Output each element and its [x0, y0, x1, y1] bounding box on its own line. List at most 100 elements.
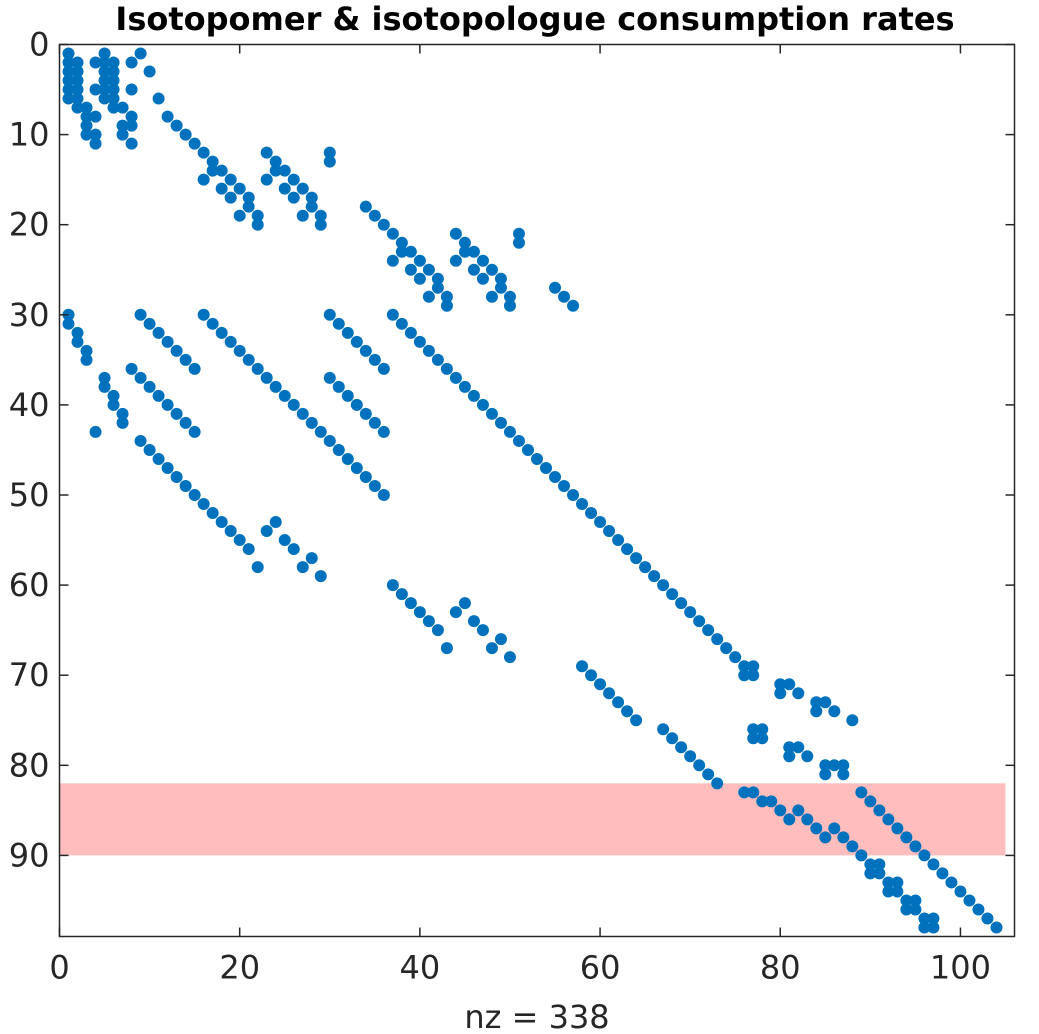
data-point [756, 795, 769, 808]
data-point [359, 200, 372, 213]
data-point [188, 362, 201, 375]
data-point [963, 894, 976, 907]
data-point [521, 443, 534, 456]
data-point [458, 597, 471, 610]
data-point [260, 173, 273, 186]
data-point [197, 146, 210, 159]
data-point [882, 813, 895, 826]
data-point [305, 191, 318, 204]
data-point [648, 570, 661, 583]
data-point [531, 452, 543, 465]
data-point [774, 678, 787, 691]
data-point [413, 335, 426, 348]
data-point [494, 281, 507, 294]
data-point [80, 101, 93, 114]
data-point [62, 74, 75, 87]
data-point [440, 290, 453, 303]
data-point [161, 335, 174, 348]
data-point [287, 173, 300, 186]
data-point [404, 597, 417, 610]
data-point [837, 759, 850, 772]
data-point [585, 669, 598, 682]
data-point [350, 461, 363, 474]
data-point [350, 335, 363, 348]
data-point [107, 74, 120, 87]
data-point [179, 353, 192, 366]
data-point [206, 164, 219, 177]
data-point [71, 335, 84, 348]
data-point [558, 290, 571, 303]
data-point [684, 606, 697, 619]
data-point [864, 858, 877, 871]
data-point [837, 768, 850, 781]
data-point [251, 362, 264, 375]
data-point [449, 606, 462, 619]
data-point [143, 380, 156, 393]
data-point [738, 660, 751, 673]
data-point [476, 624, 489, 637]
data-point [116, 101, 129, 114]
data-point [314, 209, 327, 222]
data-point [503, 425, 516, 438]
data-point [467, 389, 480, 402]
data-point [107, 101, 120, 114]
data-point [170, 119, 183, 132]
data-point [116, 407, 129, 420]
data-point [837, 831, 850, 844]
data-point [738, 669, 751, 682]
x-tick-label: 20 [219, 949, 260, 987]
data-point [440, 642, 453, 655]
data-point [170, 407, 183, 420]
data-point [693, 759, 706, 772]
data-point [323, 308, 336, 321]
data-point [80, 110, 93, 123]
axis-ticks: 0 20 40 60 80 100 0 10 20 30 40 50 60 70 80 90 [9, 26, 1015, 987]
data-point [242, 191, 255, 204]
data-point [125, 83, 138, 96]
data-point [359, 407, 372, 420]
data-point [882, 876, 895, 889]
data-point [720, 642, 733, 655]
data-point [972, 903, 985, 916]
data-point [576, 498, 589, 511]
data-point [927, 921, 940, 934]
data-point [377, 425, 390, 438]
data-point [783, 813, 796, 826]
data-point [305, 552, 318, 565]
data-point [585, 507, 598, 520]
data-point [395, 317, 408, 330]
data-point [449, 254, 462, 267]
data-point [909, 894, 922, 907]
data-point [188, 425, 201, 438]
data-point [170, 344, 183, 357]
data-point [107, 398, 120, 411]
x-tick-label: 100 [930, 949, 991, 987]
data-point [125, 110, 138, 123]
data-point [152, 389, 165, 402]
data-point [621, 543, 634, 556]
data-point [98, 56, 111, 69]
data-point [918, 912, 931, 925]
data-point [711, 633, 724, 646]
data-point [918, 921, 931, 934]
data-point [810, 696, 823, 709]
data-point [287, 543, 300, 556]
data-point [747, 660, 760, 673]
data-point [377, 218, 390, 231]
data-point [756, 723, 769, 736]
data-point [89, 110, 102, 123]
data-point [549, 281, 562, 294]
x-tick-label: 0 [49, 949, 69, 987]
data-point [386, 227, 399, 240]
data-point [909, 903, 922, 916]
data-point [206, 507, 219, 520]
data-point [89, 137, 102, 150]
data-point [792, 804, 805, 817]
data-point [413, 272, 426, 285]
data-point [98, 65, 111, 78]
data-point [458, 236, 471, 249]
data-point [215, 516, 228, 529]
data-point [215, 326, 228, 339]
data-points [62, 47, 1003, 934]
data-point [80, 344, 93, 357]
